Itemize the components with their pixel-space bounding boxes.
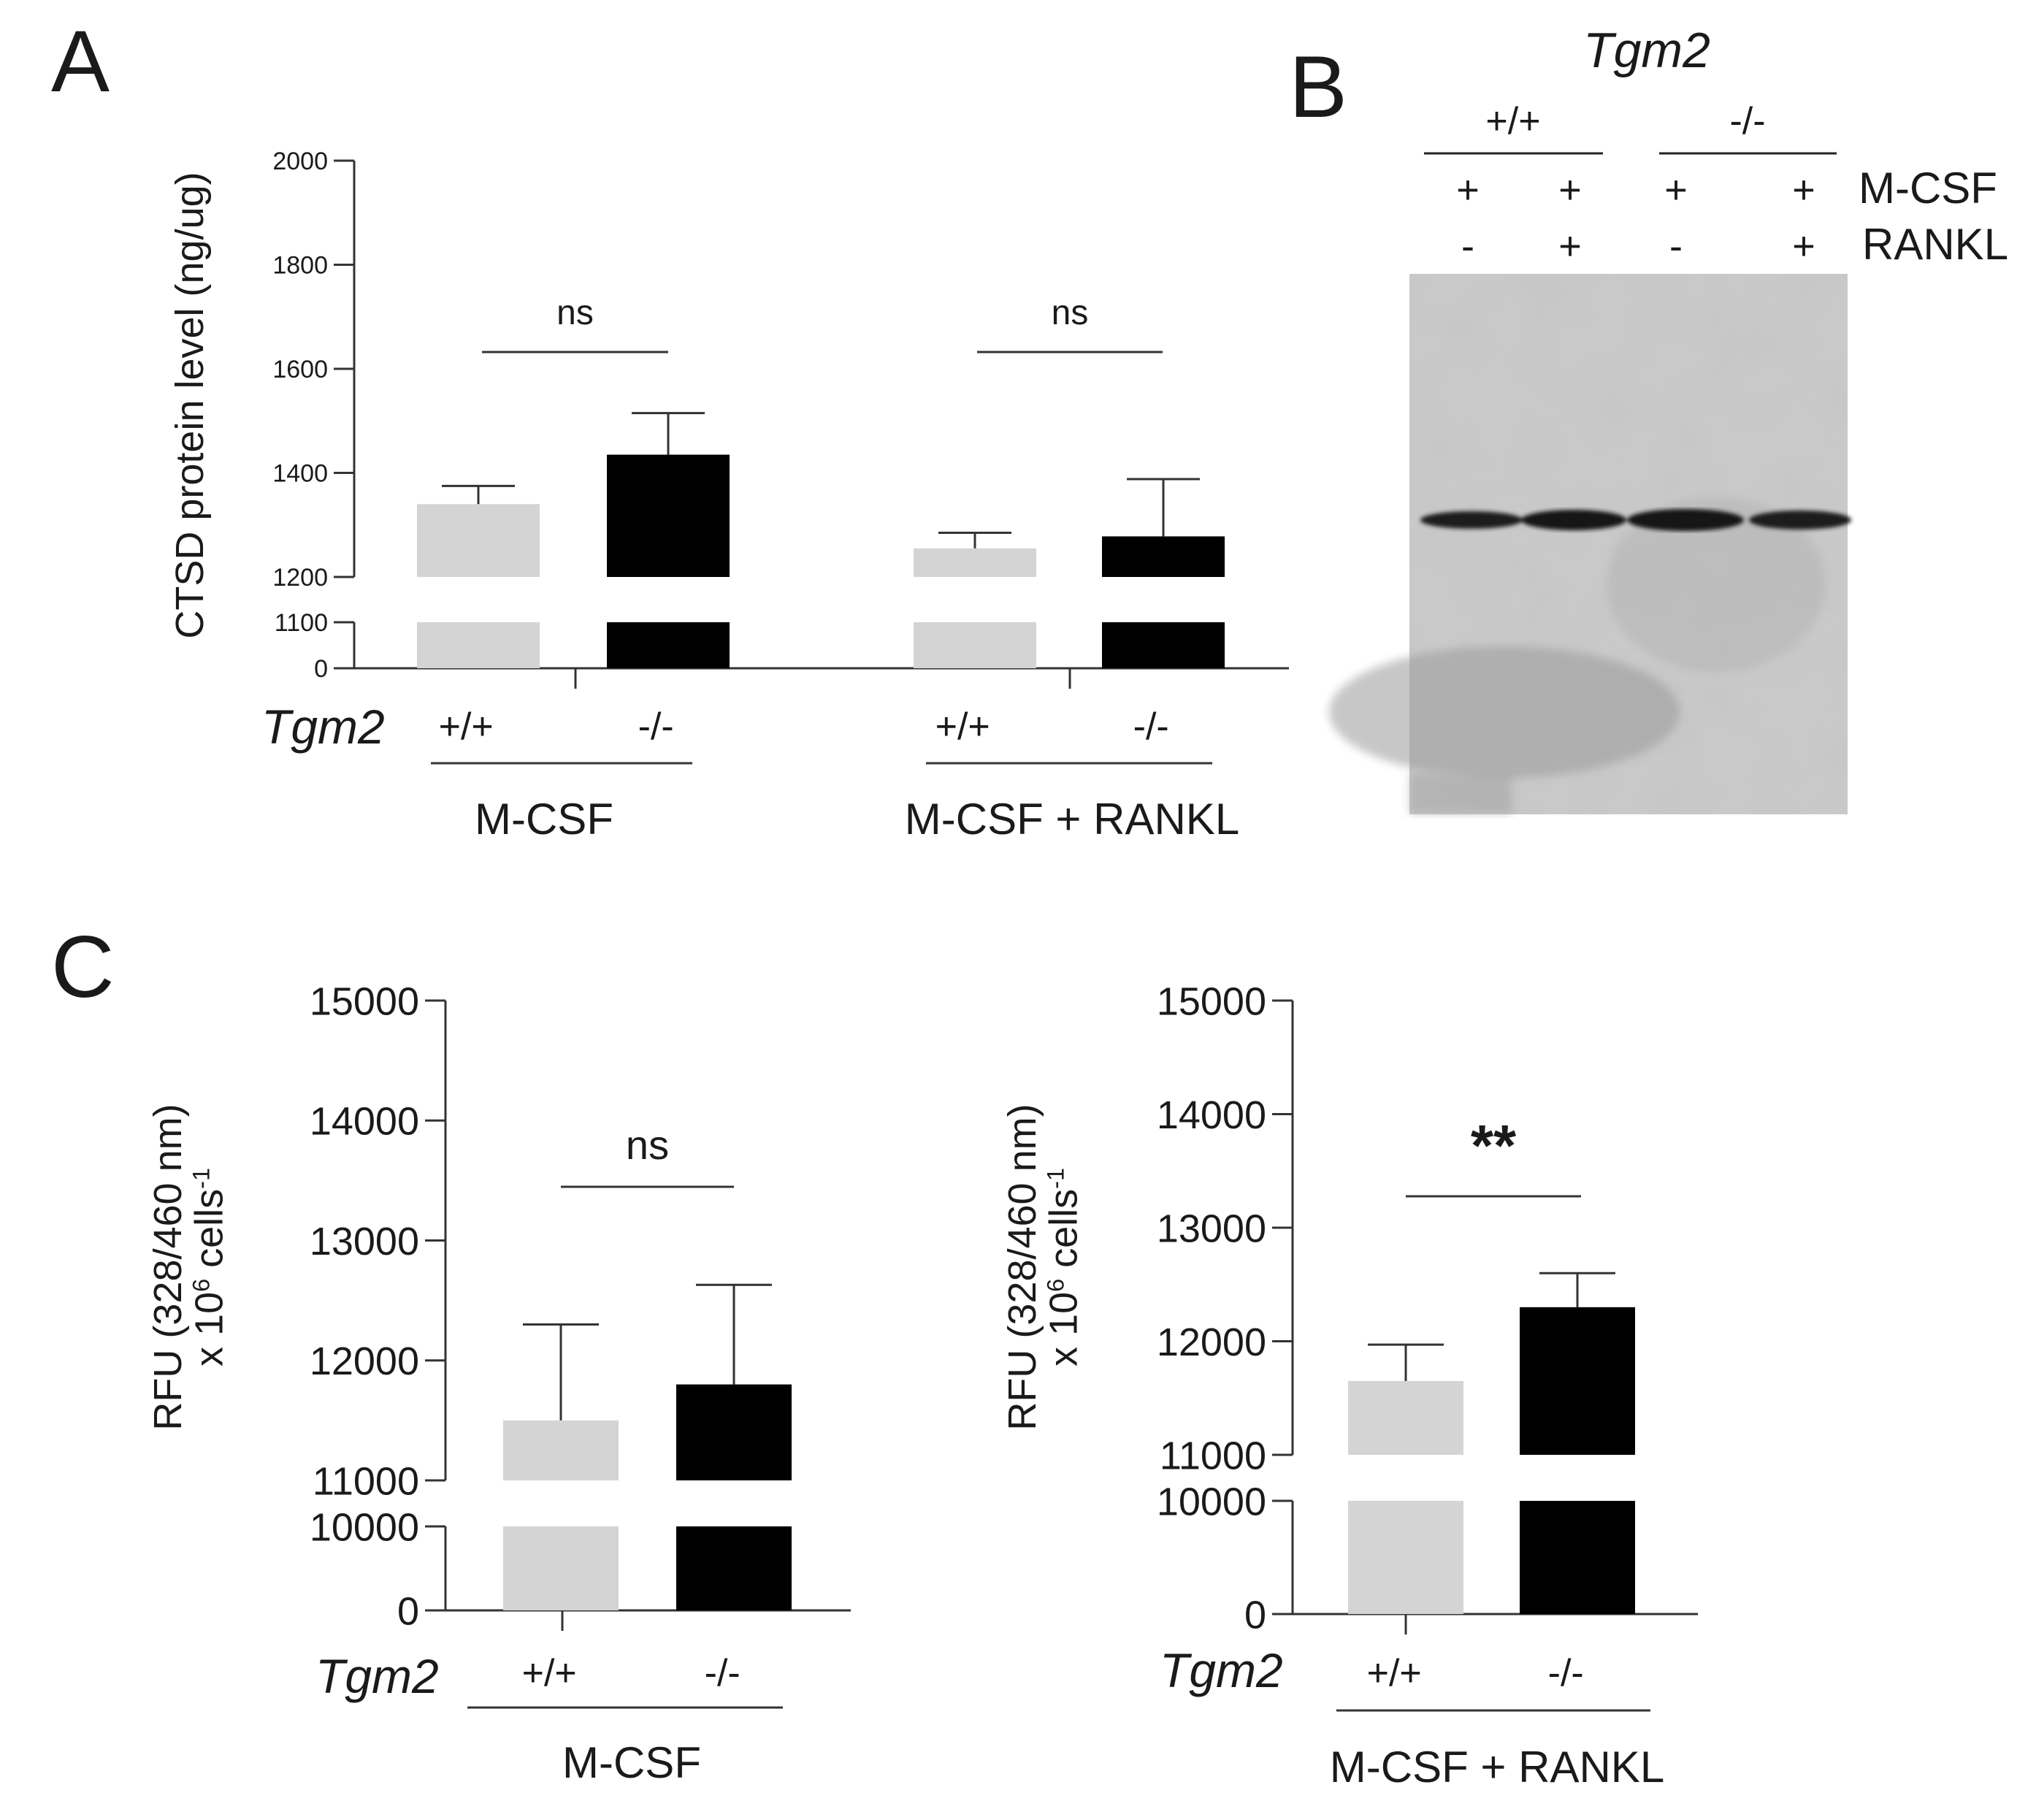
y-tick-label: 0 (314, 655, 328, 683)
blot-band (1521, 510, 1626, 530)
bar (1348, 1380, 1463, 1455)
bar (1520, 1307, 1635, 1455)
significance-label: ns (556, 294, 594, 332)
y-tick-label: 12000 (310, 1339, 419, 1383)
y-tick-label: 15000 (310, 979, 419, 1023)
chart-c-right: 11000 12000 13000 14000 15000 0 10000 RFU (328/… (1000, 979, 1698, 1792)
genotype-label: +/+ (935, 706, 990, 748)
chart-c-left: 11000 12000 13000 14000 15000 0 10000 RFU (328/… (146, 979, 851, 1787)
blot-rankl-lane-1: - (1461, 224, 1474, 268)
y-axis-title: CTSD protein level (ng/ug) (168, 172, 212, 638)
bar-lower-segment (914, 622, 1036, 668)
blot-band (1749, 511, 1851, 529)
y-tick-label: 10000 (1157, 1480, 1266, 1523)
y-tick-label: 11000 (1160, 1434, 1266, 1477)
bar (607, 454, 730, 577)
blot-mcsf-lane-2: + (1558, 168, 1582, 212)
blot-mcsf-row-label: M-CSF (1859, 164, 1997, 213)
bar (417, 504, 540, 577)
significance-label: ns (1052, 294, 1089, 332)
bar-lower-segment (1520, 1501, 1635, 1614)
y-tick-label: 10000 (310, 1505, 419, 1549)
blot-band (1627, 509, 1744, 531)
blot-membrane (1329, 274, 1851, 814)
y-tick-label: 1200 (272, 564, 328, 592)
y-axis-title-line2: x 106 cells-1 (188, 1168, 231, 1366)
y-axis-title-line2: x 106 cells-1 (1042, 1168, 1086, 1366)
chart-a: 1200 1400 1600 1800 2000 0 1100 CTSD protein le… (168, 148, 1289, 844)
group-label: M-CSF + RANKL (1330, 1743, 1664, 1792)
bar (914, 548, 1036, 577)
group-label: M-CSF (562, 1738, 701, 1787)
y-tick-label: 0 (1244, 1593, 1266, 1637)
blot-mcsf-lane-3: + (1664, 168, 1688, 212)
bar (1102, 536, 1225, 577)
y-tick-label: 13000 (1157, 1207, 1266, 1250)
genotype-label: -/- (638, 706, 674, 748)
gene-label: Tgm2 (1160, 1643, 1283, 1697)
bar-lower-segment (417, 622, 540, 668)
y-tick-label: 12000 (1157, 1320, 1266, 1364)
y-tick-label: 14000 (1157, 1093, 1266, 1137)
bar (676, 1384, 792, 1480)
bar-lower-segment (607, 622, 730, 668)
genotype-label: +/+ (439, 706, 494, 748)
panel-label-a: A (51, 12, 110, 110)
western-blot: Tgm2 +/+ -/- + + + + M-CSF - + - + RANKL (1329, 23, 2008, 814)
genotype-label: +/+ (1367, 1652, 1422, 1694)
genotype-label: -/- (705, 1652, 740, 1694)
bar-lower-segment (1348, 1501, 1463, 1614)
blot-mcsf-lane-4: + (1792, 168, 1815, 212)
group-label: M-CSF (475, 795, 613, 844)
blot-rankl-lane-2: + (1558, 224, 1582, 268)
y-tick-label: 1100 (275, 609, 328, 637)
bar-lower-segment (503, 1526, 619, 1610)
genotype-label: -/- (1133, 706, 1169, 748)
gene-label: Tgm2 (315, 1649, 439, 1703)
gene-label: Tgm2 (261, 700, 385, 754)
y-axis-title-line1: RFU (328/460 nm) (1000, 1104, 1044, 1430)
blot-group-label-wt: +/+ (1485, 100, 1540, 142)
y-tick-label: 2000 (272, 148, 328, 175)
blot-mcsf-lane-1: + (1456, 168, 1480, 212)
panel-label-c: C (51, 918, 115, 1016)
bar (503, 1420, 619, 1480)
blot-band (1420, 511, 1523, 529)
y-tick-label: 15000 (1157, 979, 1266, 1023)
group-label: M-CSF + RANKL (905, 795, 1239, 844)
y-tick-label: 1600 (272, 356, 328, 383)
genotype-label: +/+ (522, 1652, 577, 1694)
blot-rankl-lane-3: - (1669, 224, 1683, 268)
blot-rankl-lane-4: + (1792, 224, 1815, 268)
y-tick-label: 0 (397, 1589, 419, 1633)
y-tick-label: 1400 (272, 460, 328, 488)
blot-bands (1420, 509, 1851, 531)
blot-gene-label: Tgm2 (1583, 23, 1710, 78)
blot-rankl-row-label: RANKL (1862, 220, 2008, 269)
significance-label: ns (626, 1122, 669, 1168)
genotype-label: -/- (1548, 1652, 1584, 1694)
y-axis-title-line1: RFU (328/460 nm) (146, 1104, 190, 1430)
panel-label-b: B (1289, 38, 1347, 136)
significance-label: ** (1471, 1113, 1517, 1178)
y-tick-label: 14000 (310, 1100, 419, 1144)
blot-group-label-ko: -/- (1729, 100, 1765, 142)
bar-lower-segment (676, 1526, 792, 1610)
y-tick-label: 1800 (272, 252, 328, 280)
y-tick-label: 13000 (310, 1220, 419, 1263)
y-tick-label: 11000 (313, 1459, 419, 1503)
bar-lower-segment (1102, 622, 1225, 668)
